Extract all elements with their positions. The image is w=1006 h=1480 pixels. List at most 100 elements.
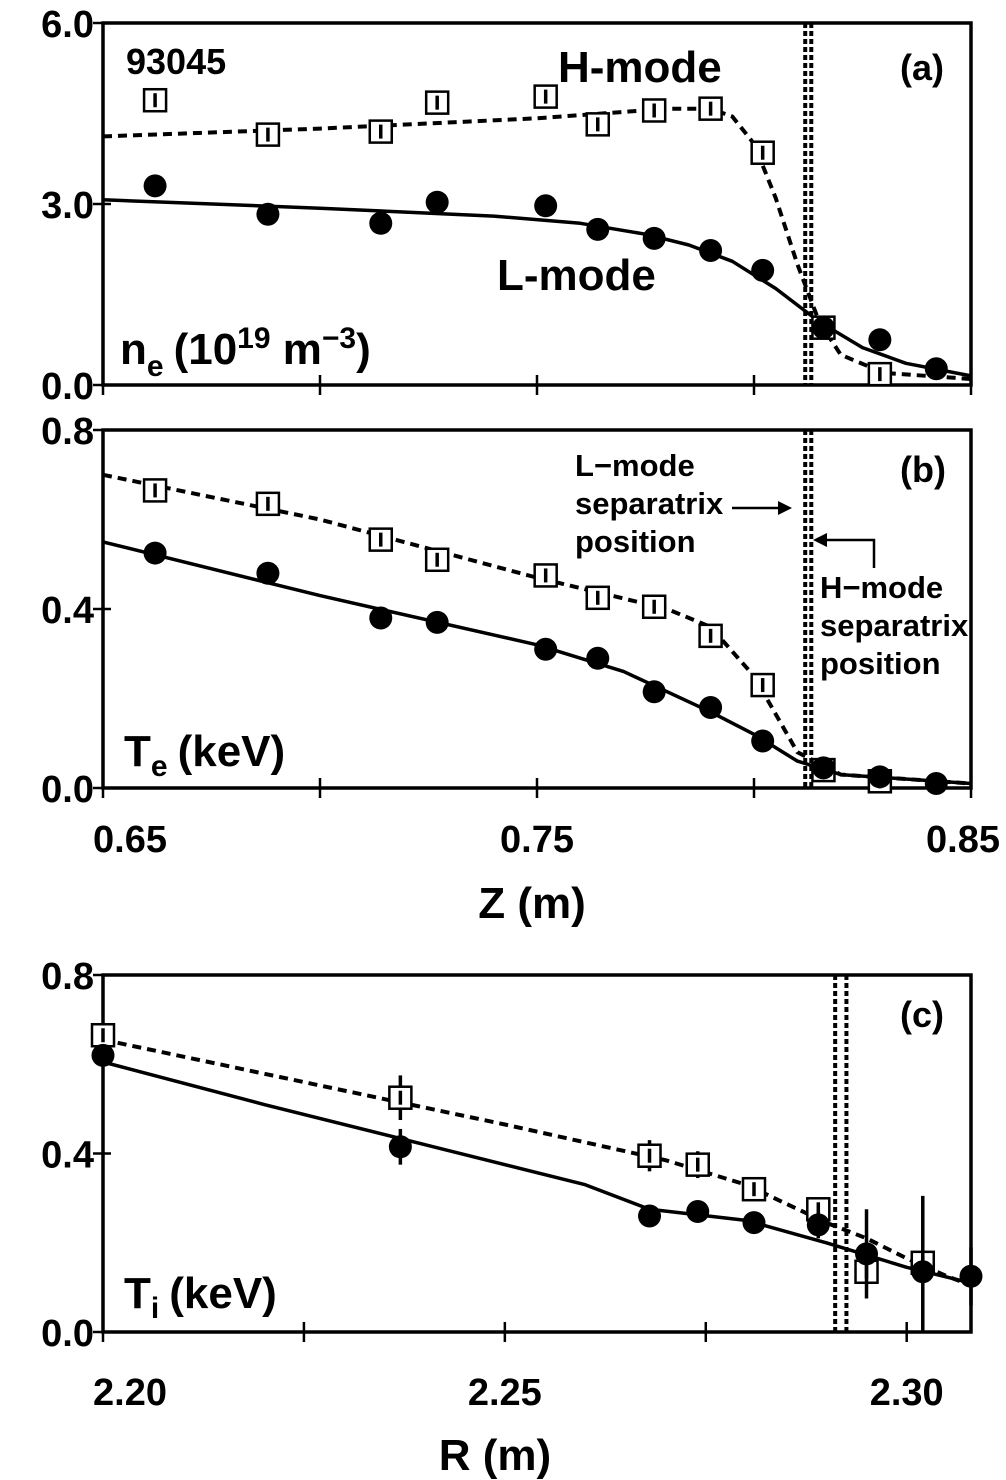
annotation-line: separatrix	[575, 486, 724, 521]
panel-b-tag: (b)	[900, 449, 946, 490]
y-tick-label: 0.0	[41, 769, 94, 811]
annotation-line: separatrix	[820, 608, 969, 643]
panel-b-ytick-labels: 0.0 0.4 0.8	[41, 411, 94, 811]
panel-a-tag: (a)	[900, 47, 944, 88]
ylabel-close: )	[356, 325, 371, 374]
l-mode-separatrix-arrow	[732, 501, 792, 515]
l-mode-series-label: L-mode	[497, 251, 656, 300]
l-mode-data-point	[388, 1135, 412, 1159]
ylabel-exponent-2: −3	[322, 322, 356, 355]
l-mode-data-point	[855, 1242, 879, 1266]
l-mode-data-point	[369, 211, 393, 235]
annotation-line: position	[820, 646, 941, 681]
panel-b-markers	[142, 478, 948, 796]
panel-a-ticks	[93, 21, 973, 395]
l-mode-data-point	[868, 328, 892, 352]
l-mode-data-point	[143, 541, 167, 565]
h-mode-separatrix-annotation: H−mode separatrix position	[820, 570, 977, 681]
y-tick-label: 0.4	[41, 590, 94, 632]
panel-a-separatrix	[803, 23, 814, 385]
l-mode-data-point	[425, 610, 449, 634]
ylabel-subscript: i	[151, 1292, 159, 1325]
l-mode-data-point	[369, 606, 393, 630]
l-mode-data-point	[699, 238, 723, 262]
ylabel-unit: (keV)	[178, 727, 286, 776]
z-axis-title: Z (m)	[478, 879, 586, 928]
panel-c-ytick-labels: 0.0 0.4 0.8	[41, 956, 94, 1355]
shot-number-label: 93045	[126, 41, 226, 82]
ylabel-exponent: 19	[237, 322, 270, 355]
annotation-line: H−mode	[820, 570, 943, 605]
r-axis-title: R (m)	[439, 1431, 551, 1480]
l-mode-data-point	[534, 194, 558, 218]
annotation-line: position	[575, 524, 696, 559]
panel-c-fits	[102, 1037, 972, 1287]
panel-a-density: 0.0 3.0 6.0 93045 H-mode L-mode (a) ne (101…	[41, 4, 973, 408]
panel-c-xtick-labels: 2.20 2.25 2.30	[93, 1372, 944, 1414]
l-mode-data-point	[256, 202, 280, 226]
l-mode-data-point	[91, 1043, 115, 1067]
l-mode-data-point	[959, 1264, 983, 1288]
y-tick-label: 3.0	[41, 185, 94, 227]
l-mode-separatrix-annotation: L−mode separatrix position	[575, 448, 732, 559]
y-tick-label: 0.4	[41, 1135, 94, 1177]
panel-a-ylabel: ne (1019 m−3)	[120, 322, 371, 383]
ylabel-unit-m: m	[271, 325, 322, 374]
ylabel-symbol: T	[124, 1269, 151, 1318]
l-mode-data-point	[924, 357, 948, 381]
panel-c-ticks	[93, 973, 908, 1342]
panel-a-markers	[142, 84, 948, 387]
l-mode-data-point	[911, 1260, 935, 1284]
y-tick-label: 0.8	[41, 956, 94, 998]
l-mode-data-point	[642, 680, 666, 704]
h-mode-series-label: H-mode	[558, 43, 722, 92]
ylabel-unit: (keV)	[169, 1269, 277, 1318]
ylabel-symbol: n	[120, 325, 147, 374]
l-mode-data-point	[751, 258, 775, 282]
x-tick-label: 2.20	[93, 1372, 167, 1414]
annotation-line: L−mode	[575, 448, 695, 483]
panel-b-separatrix	[803, 430, 814, 788]
ylabel-subscript: e	[147, 350, 164, 383]
l-mode-data-point	[811, 756, 835, 780]
panel-c-ylabel: Ti (keV)	[124, 1269, 277, 1325]
ylabel-symbol: T	[124, 727, 151, 776]
x-tick-label: 0.65	[93, 819, 167, 861]
y-tick-label: 0.0	[41, 366, 94, 408]
l-mode-data-point	[638, 1204, 662, 1228]
y-tick-label: 6.0	[41, 4, 94, 46]
panel-c-separatrix	[833, 975, 849, 1332]
l-mode-data-point	[924, 772, 948, 796]
l-mode-data-point	[806, 1213, 830, 1237]
x-tick-label: 2.25	[468, 1372, 542, 1414]
l-mode-data-point	[742, 1211, 766, 1235]
l-mode-data-point	[586, 646, 610, 670]
panel-c-ion-temperature: 0.0 0.4 0.8 2.20 2.25 2.30 (c) Ti (keV) R (m)	[41, 956, 983, 1480]
panel-c-tag: (c)	[900, 994, 944, 1035]
y-tick-label: 0.0	[41, 1313, 94, 1355]
x-tick-label: 0.85	[926, 819, 1000, 861]
ylabel-unit: (10	[174, 325, 238, 374]
panel-b-xtick-labels: 0.65 0.75 0.85	[93, 819, 1000, 861]
panel-c-markers	[90, 1022, 983, 1332]
panel-b-ylabel: Te (keV)	[124, 727, 285, 783]
panel-b-ticks	[93, 428, 973, 798]
panel-b-electron-temperature: 0.0 0.4 0.8 0.65 0.75 0.85 (b) Te (keV) L−mod…	[41, 411, 1000, 928]
l-mode-data-point	[534, 637, 558, 661]
l-mode-data-point	[425, 190, 449, 214]
panel-a-ytick-labels: 0.0 3.0 6.0	[41, 4, 94, 408]
l-mode-data-point	[868, 765, 892, 789]
l-mode-data-point	[686, 1200, 710, 1224]
l-mode-data-point	[811, 316, 835, 340]
l-mode-data-point	[642, 226, 666, 250]
l-mode-data-point	[586, 217, 610, 241]
l-mode-data-point	[256, 561, 280, 585]
x-tick-label: 2.30	[870, 1372, 944, 1414]
ylabel-subscript: e	[151, 750, 168, 783]
l-mode-data-point	[751, 729, 775, 753]
l-mode-data-point	[699, 695, 723, 719]
h-mode-separatrix-arrow	[813, 533, 876, 568]
l-mode-data-point	[143, 174, 167, 198]
l-mode-fit-curve	[102, 1060, 972, 1285]
